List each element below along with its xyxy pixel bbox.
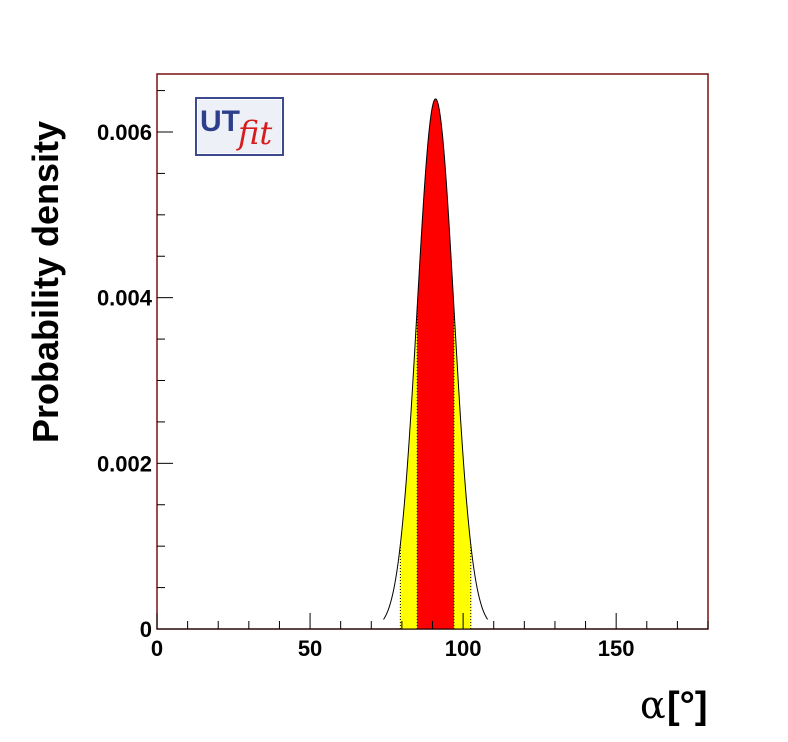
y-axis-title: Probability density xyxy=(25,121,66,443)
x-axis-title-symbol: α xyxy=(640,683,666,727)
utfit-logo: UT fit xyxy=(195,97,284,156)
probability-regions xyxy=(399,98,472,630)
x-tick-label: 150 xyxy=(598,636,635,661)
x-tick-label: 50 xyxy=(298,636,322,661)
x-axis: 0 50 100 150 xyxy=(151,613,709,661)
logo-fit-text: fit xyxy=(236,114,272,152)
x-tick-label: 100 xyxy=(445,636,482,661)
logo-fill xyxy=(198,100,281,153)
y-tick-label: 0.006 xyxy=(97,120,152,145)
y-tick-label: 0 xyxy=(140,617,152,642)
x-axis-title-unit: [°] xyxy=(667,685,708,727)
density-curve xyxy=(383,98,489,620)
region-1 xyxy=(417,98,454,630)
x-tick-label: 0 xyxy=(151,636,163,661)
y-tick-label: 0.002 xyxy=(97,451,152,476)
logo-ut-text: UT xyxy=(200,105,240,138)
y-axis: 0 0.002 0.004 0.006 xyxy=(97,90,173,642)
y-tick-label: 0.004 xyxy=(97,286,153,311)
